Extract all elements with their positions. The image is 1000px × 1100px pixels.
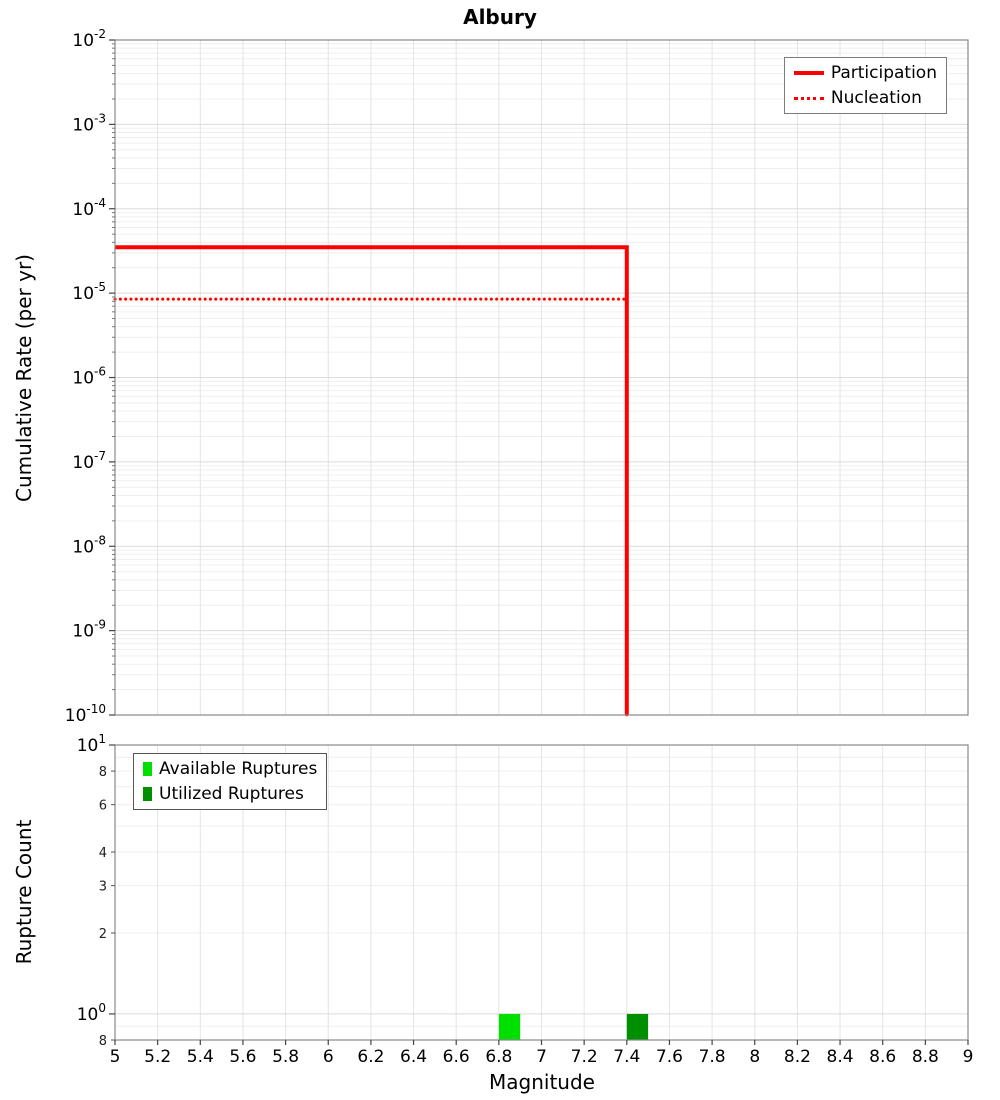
svg-text:7: 7 [536, 1047, 547, 1067]
svg-text:5.6: 5.6 [229, 1047, 256, 1067]
svg-text:10-6: 10-6 [72, 365, 106, 389]
svg-text:8.6: 8.6 [869, 1047, 896, 1067]
svg-text:101: 101 [77, 732, 106, 756]
svg-text:6.2: 6.2 [357, 1047, 384, 1067]
svg-text:10-7: 10-7 [72, 449, 106, 473]
svg-text:5.2: 5.2 [144, 1047, 171, 1067]
svg-text:8: 8 [749, 1047, 760, 1067]
svg-text:3: 3 [99, 880, 107, 895]
svg-text:7.4: 7.4 [613, 1047, 640, 1067]
svg-text:8.8: 8.8 [912, 1047, 939, 1067]
svg-text:10-3: 10-3 [72, 111, 106, 135]
svg-text:8.2: 8.2 [784, 1047, 811, 1067]
svg-text:9: 9 [963, 1047, 974, 1067]
rate-panel-series [113, 245, 629, 717]
rate-panel-axis: 10-2 10-3 10-4 10-5 10-6 10-7 10-8 10-9 10-10 [65, 27, 969, 726]
svg-text:10-9: 10-9 [72, 618, 106, 642]
svg-text:10-8: 10-8 [72, 533, 106, 557]
svg-text:10-2: 10-2 [72, 27, 106, 51]
svg-text:10-5: 10-5 [72, 280, 106, 304]
svg-text:5.8: 5.8 [272, 1047, 299, 1067]
svg-text:6.8: 6.8 [485, 1047, 512, 1067]
svg-text:4: 4 [99, 846, 107, 861]
count-panel-bars [498, 1013, 649, 1040]
svg-text:6.6: 6.6 [443, 1047, 470, 1067]
svg-text:6.4: 6.4 [400, 1047, 427, 1067]
count-panel-grid [114, 744, 969, 1040]
svg-text:100: 100 [77, 1001, 106, 1025]
svg-text:8: 8 [99, 1034, 107, 1049]
rate-panel-grid [114, 39, 969, 716]
svg-text:6: 6 [99, 799, 107, 814]
svg-text:7.6: 7.6 [656, 1047, 683, 1067]
svg-text:10-4: 10-4 [72, 196, 106, 220]
svg-text:5: 5 [110, 1047, 121, 1067]
svg-text:7.2: 7.2 [571, 1047, 598, 1067]
svg-text:2: 2 [99, 927, 107, 942]
svg-text:10-10: 10-10 [65, 702, 106, 726]
svg-text:5.4: 5.4 [187, 1047, 214, 1067]
svg-text:6: 6 [323, 1047, 334, 1067]
svg-text:8.4: 8.4 [827, 1047, 854, 1067]
svg-text:8: 8 [99, 765, 107, 780]
svg-text:7.8: 7.8 [699, 1047, 726, 1067]
